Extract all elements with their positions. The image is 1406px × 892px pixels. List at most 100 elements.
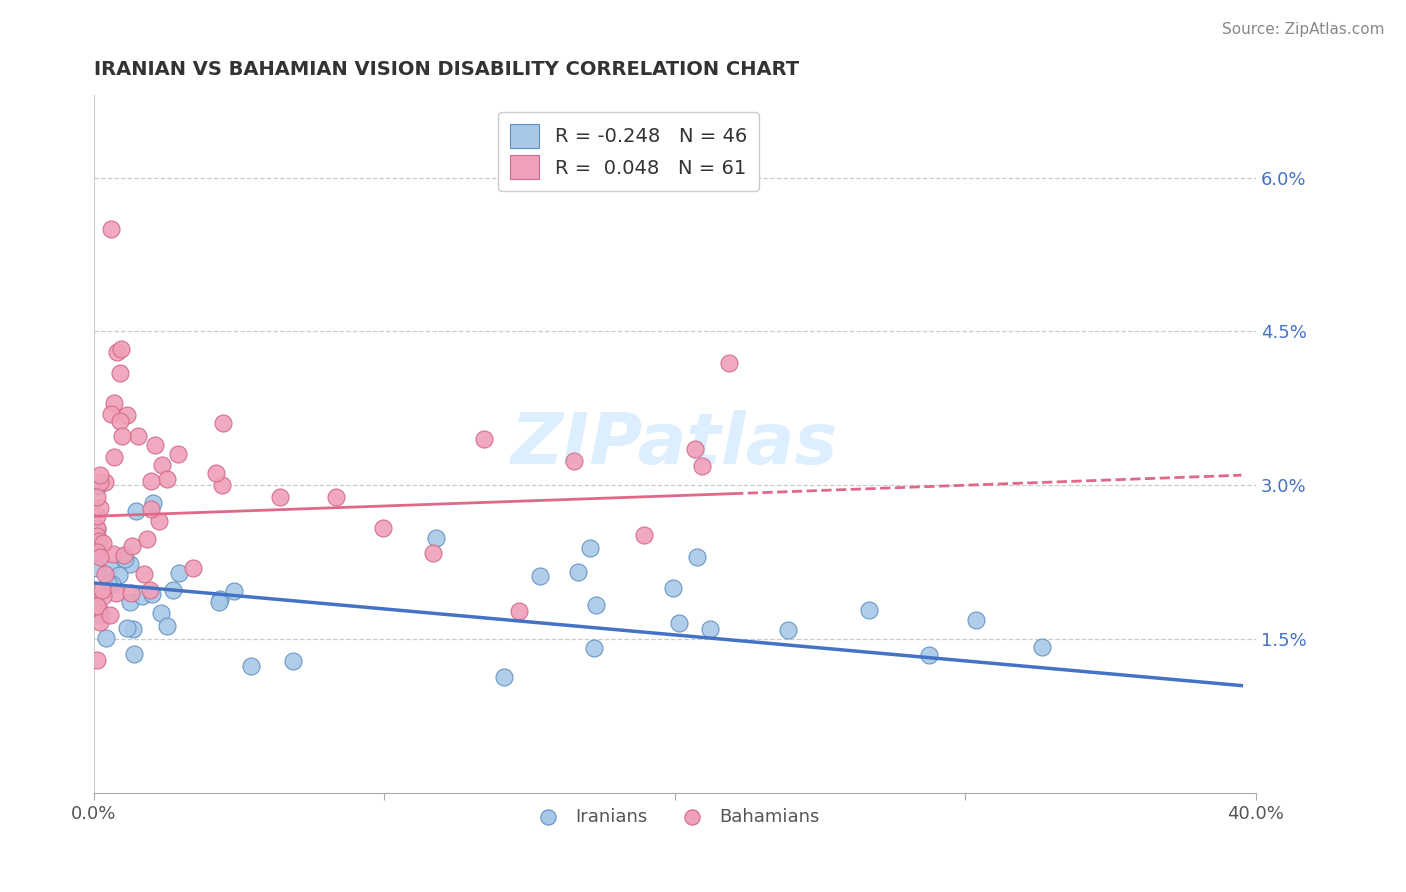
Point — [579, 541, 602, 555]
Point — [120, 595, 142, 609]
Point — [718, 356, 741, 370]
Point — [86, 521, 108, 535]
Point — [167, 566, 190, 581]
Point — [108, 366, 131, 380]
Point — [98, 561, 121, 575]
Point — [97, 575, 120, 590]
Point — [492, 670, 515, 684]
Point — [100, 577, 122, 591]
Point — [474, 432, 496, 446]
Point — [98, 607, 121, 622]
Point — [150, 458, 173, 472]
Point — [87, 536, 110, 550]
Text: IRANIAN VS BAHAMIAN VISION DISABILITY CORRELATION CHART: IRANIAN VS BAHAMIAN VISION DISABILITY CO… — [94, 60, 799, 78]
Point — [181, 561, 204, 575]
Point — [141, 502, 163, 516]
Text: ZIPatlas: ZIPatlas — [512, 410, 838, 479]
Point — [633, 528, 655, 542]
Point — [86, 529, 108, 543]
Point — [269, 490, 291, 504]
Point — [425, 531, 447, 545]
Point — [87, 479, 110, 493]
Point — [204, 466, 226, 480]
Point — [583, 640, 606, 655]
Point — [373, 521, 395, 535]
Point — [100, 407, 122, 421]
Point — [283, 654, 305, 668]
Point — [965, 613, 987, 627]
Point — [142, 496, 165, 510]
Point — [211, 478, 233, 492]
Point — [89, 550, 111, 565]
Point — [86, 490, 108, 504]
Text: Source: ZipAtlas.com: Source: ZipAtlas.com — [1222, 22, 1385, 37]
Point — [112, 548, 135, 562]
Point — [90, 607, 112, 622]
Point — [858, 603, 880, 617]
Point — [103, 450, 125, 465]
Point — [1031, 640, 1053, 654]
Point — [208, 591, 231, 606]
Point — [86, 522, 108, 536]
Point — [208, 594, 231, 608]
Point — [111, 429, 134, 443]
Point — [918, 648, 941, 662]
Point — [668, 616, 690, 631]
Point — [104, 586, 127, 600]
Point — [136, 532, 159, 546]
Point — [138, 582, 160, 597]
Point — [86, 560, 108, 574]
Point — [124, 648, 146, 662]
Point — [89, 500, 111, 515]
Point — [103, 396, 125, 410]
Point — [150, 606, 173, 620]
Point — [108, 568, 131, 582]
Point — [529, 569, 551, 583]
Point — [162, 583, 184, 598]
Point — [105, 345, 128, 359]
Point — [141, 587, 163, 601]
Point — [94, 475, 117, 489]
Point — [110, 342, 132, 356]
Point — [91, 589, 114, 603]
Point — [156, 473, 179, 487]
Point — [86, 545, 108, 559]
Point — [778, 623, 800, 637]
Point — [155, 618, 177, 632]
Point — [121, 622, 143, 636]
Point — [686, 550, 709, 565]
Point — [585, 599, 607, 613]
Point — [86, 508, 108, 523]
Point — [141, 474, 163, 488]
Point — [564, 454, 586, 468]
Point — [567, 565, 589, 579]
Point — [120, 586, 142, 600]
Point — [690, 459, 713, 474]
Point — [124, 504, 146, 518]
Point — [101, 547, 124, 561]
Point — [127, 429, 149, 443]
Point — [89, 475, 111, 489]
Point — [662, 581, 685, 595]
Point — [94, 567, 117, 582]
Point — [114, 552, 136, 566]
Point — [166, 448, 188, 462]
Point — [132, 567, 155, 582]
Point — [91, 536, 114, 550]
Point — [699, 622, 721, 636]
Point — [222, 583, 245, 598]
Point — [325, 491, 347, 505]
Point — [683, 442, 706, 456]
Point — [121, 539, 143, 553]
Point — [86, 653, 108, 667]
Point — [87, 602, 110, 616]
Point — [120, 558, 142, 572]
Point — [90, 583, 112, 598]
Point — [115, 621, 138, 635]
Point — [145, 438, 167, 452]
Point — [89, 615, 111, 630]
Point — [89, 467, 111, 482]
Point — [87, 533, 110, 548]
Point — [131, 589, 153, 603]
Point — [96, 631, 118, 645]
